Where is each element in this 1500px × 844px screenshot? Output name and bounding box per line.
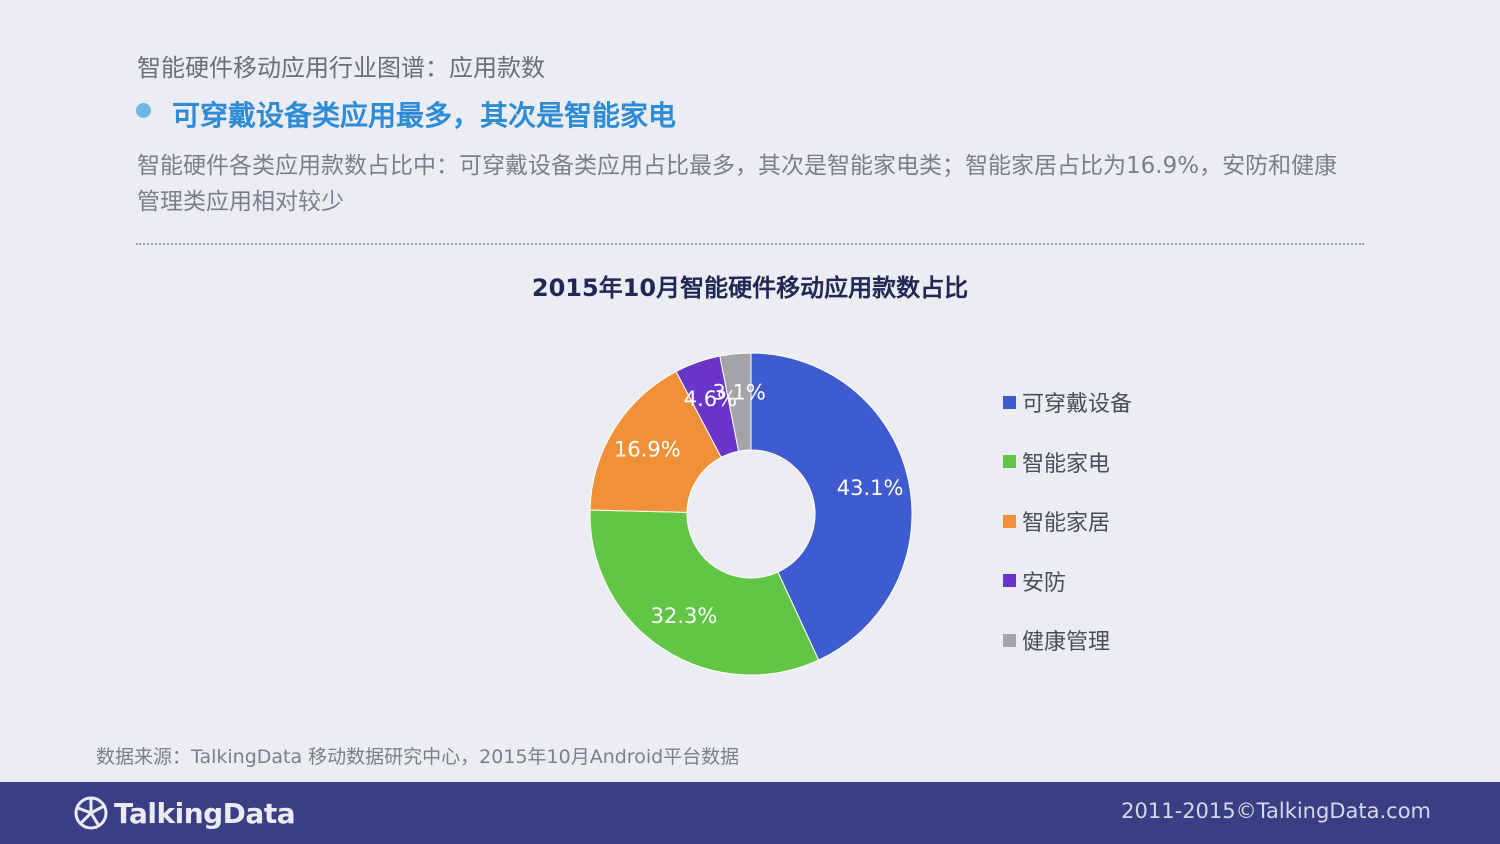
footer-logo[interactable]: TalkingData xyxy=(74,793,296,833)
legend-swatch xyxy=(1003,514,1016,528)
chart-legend: 可穿戴设备 智能家电 智能家居 安防 健康管理 xyxy=(1003,382,1132,680)
legend-swatch xyxy=(1003,574,1016,587)
slice-value-label: 4.6% xyxy=(684,387,737,411)
legend-label: 智能家电 xyxy=(1022,451,1111,477)
legend-label: 智能家居 xyxy=(1022,511,1111,536)
slice-value-label: 3.1% xyxy=(712,381,765,405)
talkingdata-logo-icon xyxy=(74,796,108,830)
legend-swatch xyxy=(1003,633,1016,647)
donut-labels: 43.1% 32.3% 16.9% 4.6%3.1% xyxy=(614,381,903,628)
donut-chart: 43.1% 32.3% 16.9% 4.6%3.1% xyxy=(589,352,913,676)
legend-item: 智能家电 xyxy=(1003,442,1132,482)
headline: 可穿戴设备类应用最多，其次是智能家电 xyxy=(172,99,677,132)
page-subtitle: 智能硬件移动应用行业图谱：应用款数 xyxy=(137,54,545,82)
legend-item: 可穿戴设备 xyxy=(1003,382,1132,422)
dotted-divider xyxy=(136,243,1364,245)
donut-slice-3 xyxy=(589,370,722,513)
description: 智能硬件各类应用款数占比中：可穿戴设备类应用占比最多，其次是智能家电类；智能家居… xyxy=(137,153,1338,215)
slice-value-label: 43.1% xyxy=(837,476,904,500)
legend-label: 安防 xyxy=(1022,570,1067,596)
slice-value-label: 32.3% xyxy=(651,604,718,628)
donut-slice-1 xyxy=(750,352,913,661)
donut-slices xyxy=(589,352,913,676)
bullet-dot-icon xyxy=(136,103,151,118)
slice-value-label: 16.9% xyxy=(614,438,681,462)
footer-bar: TalkingData 2011-2015©TalkingData.com xyxy=(0,782,1500,844)
legend-label: 健康管理 xyxy=(1022,630,1111,655)
legend-label: 可穿戴设备 xyxy=(1022,392,1133,417)
copyright-text: 2011-2015©TalkingData.com xyxy=(1121,799,1431,823)
chart-title: 2015年10月智能硬件移动应用款数占比 xyxy=(531,274,969,302)
legend-swatch xyxy=(1003,455,1016,468)
legend-item: 健康管理 xyxy=(1003,620,1132,660)
donut-slice-5 xyxy=(719,352,752,452)
logo-text: TalkingData xyxy=(114,796,296,830)
donut-slice-2 xyxy=(589,509,820,676)
data-source-note: 数据来源：TalkingData 移动数据研究中心，2015年10月Androi… xyxy=(96,746,740,768)
legend-item: 安防 xyxy=(1003,561,1132,601)
legend-item: 智能家居 xyxy=(1003,501,1132,541)
legend-swatch xyxy=(1003,395,1016,409)
